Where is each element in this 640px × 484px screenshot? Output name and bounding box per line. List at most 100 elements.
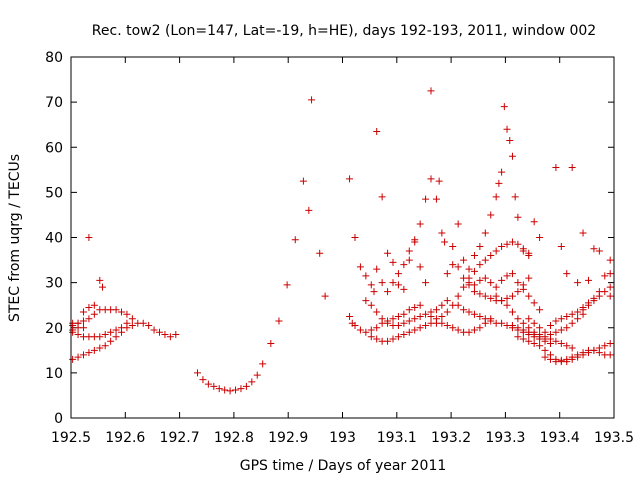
data-point-marker	[316, 249, 324, 257]
data-point-marker	[500, 103, 508, 111]
data-point-marker	[460, 256, 468, 264]
data-point-marker	[394, 270, 402, 278]
data-point-marker	[156, 328, 164, 336]
data-point-marker	[584, 299, 592, 307]
x-tick-label: 193.1	[377, 430, 417, 446]
data-point-marker	[117, 308, 125, 316]
data-point-marker	[595, 288, 603, 296]
data-point-marker	[563, 342, 571, 350]
x-tick-label: 193	[329, 430, 356, 446]
data-point-marker	[112, 306, 120, 314]
y-axis-label: STEC from uqrg / TECUs	[7, 154, 23, 322]
data-point-marker	[519, 285, 527, 293]
data-point-marker	[481, 229, 489, 237]
data-point-marker	[503, 125, 511, 133]
data-point-marker	[557, 340, 565, 348]
data-point-marker	[606, 270, 614, 278]
data-point-marker	[481, 274, 489, 282]
data-point-marker	[411, 326, 419, 334]
data-point-marker	[498, 276, 506, 284]
data-point-marker	[275, 317, 283, 325]
data-point-marker	[574, 315, 582, 323]
data-point-marker	[563, 324, 571, 332]
data-point-marker	[519, 335, 527, 343]
data-point-marker	[443, 321, 451, 329]
data-point-marker	[443, 308, 451, 316]
data-point-marker	[487, 279, 495, 287]
data-point-marker	[400, 285, 408, 293]
data-point-marker	[416, 312, 424, 320]
data-point-marker	[242, 382, 250, 390]
data-point-marker	[253, 371, 261, 379]
x-tick-label: 193.4	[540, 430, 580, 446]
data-point-marker	[465, 328, 473, 336]
data-point-marker	[470, 288, 478, 296]
x-tick-label: 193.5	[594, 430, 634, 446]
data-point-marker	[487, 317, 495, 325]
data-point-marker	[530, 299, 538, 307]
data-point-marker	[552, 164, 560, 172]
data-point-marker	[495, 179, 503, 187]
data-point-marker	[503, 272, 511, 280]
y-tick-label: 30	[45, 276, 63, 292]
data-point-marker	[117, 324, 125, 332]
data-point-marker	[373, 127, 381, 135]
data-point-marker	[487, 294, 495, 302]
data-point-marker	[460, 283, 468, 291]
data-point-marker	[481, 292, 489, 300]
data-point-marker	[79, 351, 87, 359]
data-point-marker	[492, 292, 500, 300]
data-point-marker	[454, 220, 462, 228]
data-point-marker	[568, 319, 576, 327]
data-point-marker	[557, 326, 565, 334]
data-point-marker	[427, 312, 435, 320]
data-point-marker	[394, 321, 402, 329]
data-point-marker	[96, 344, 104, 352]
data-point-marker	[400, 319, 408, 327]
data-point-marker	[128, 321, 136, 329]
data-point-marker	[503, 301, 511, 309]
data-point-marker	[579, 303, 587, 311]
data-point-marker	[367, 326, 375, 334]
data-point-marker	[194, 369, 202, 377]
data-point-marker	[476, 290, 484, 298]
data-point-marker	[498, 297, 506, 305]
data-point-marker	[79, 324, 87, 332]
data-point-marker	[427, 175, 435, 183]
data-point-marker	[74, 353, 82, 361]
data-point-marker	[438, 229, 446, 237]
data-point-marker	[508, 292, 516, 300]
data-point-marker	[112, 333, 120, 341]
data-point-marker	[378, 279, 386, 287]
data-point-marker	[508, 321, 516, 329]
data-point-marker	[305, 206, 313, 214]
data-point-marker	[308, 96, 316, 104]
data-point-marker	[362, 328, 370, 336]
data-point-marker	[405, 328, 413, 336]
data-point-marker	[579, 349, 587, 357]
data-point-marker	[384, 319, 392, 327]
data-point-marker	[541, 346, 549, 354]
data-point-marker	[454, 326, 462, 334]
data-point-marker	[606, 256, 614, 264]
data-point-marker	[590, 346, 598, 354]
data-point-marker	[389, 315, 397, 323]
x-tick-label: 193.3	[485, 430, 525, 446]
data-point-marker	[590, 245, 598, 253]
y-tick-label: 80	[45, 50, 63, 66]
data-point-marker	[107, 328, 115, 336]
data-point-marker	[441, 238, 449, 246]
data-point-marker	[405, 247, 413, 255]
data-point-marker	[405, 256, 413, 264]
x-tick-label: 192.6	[105, 430, 145, 446]
data-point-marker	[438, 319, 446, 327]
data-point-marker	[435, 177, 443, 185]
data-point-marker	[552, 337, 560, 345]
data-point-marker	[530, 319, 538, 327]
data-point-marker	[351, 234, 359, 241]
data-point-marker	[69, 328, 77, 336]
data-point-marker	[139, 319, 147, 327]
data-point-marker	[595, 349, 603, 357]
data-point-marker	[394, 333, 402, 341]
data-point-marker	[248, 378, 256, 386]
